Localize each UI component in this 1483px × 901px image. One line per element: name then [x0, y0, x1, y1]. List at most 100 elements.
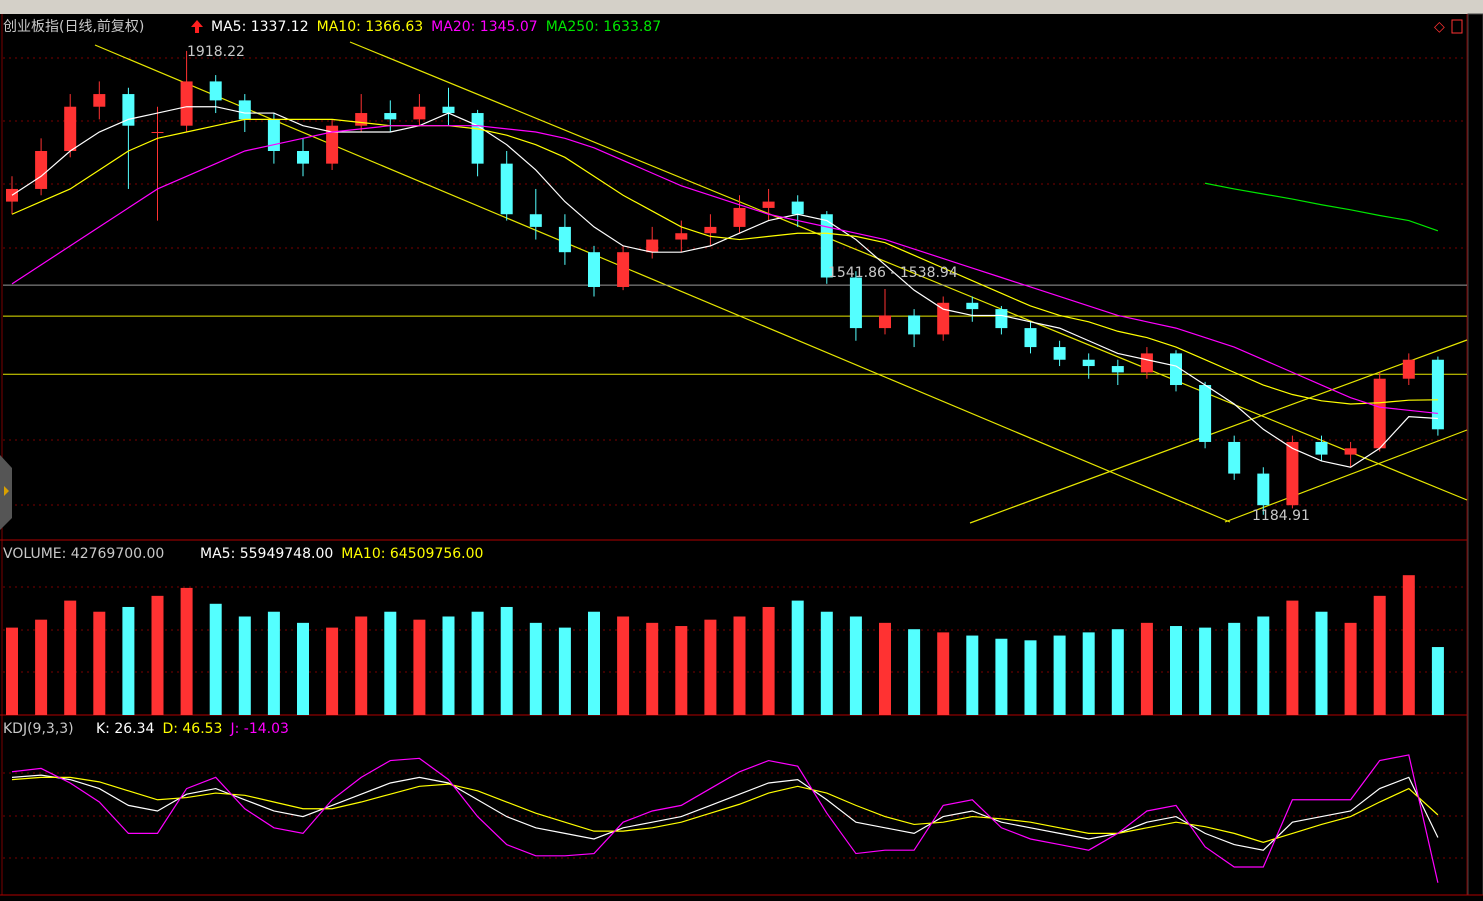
volume-bar: [238, 616, 251, 715]
legend-entry: MA10: 1366.63: [317, 19, 424, 35]
volume-bar: [1082, 632, 1095, 715]
volume-bar: [180, 587, 193, 715]
window-icon[interactable]: [1451, 19, 1463, 34]
candle-body: [1373, 378, 1386, 449]
indicator-line: [11, 118, 1438, 405]
legend-entry: K: 26.34: [96, 721, 155, 737]
volume-bar: [413, 619, 426, 715]
volume-bar: [529, 622, 542, 715]
candle-body: [704, 226, 717, 234]
candle-body: [500, 163, 513, 215]
candle-body: [122, 94, 135, 126]
candle-body: [1082, 359, 1095, 367]
candle-body: [966, 302, 979, 310]
volume-bar: [355, 616, 368, 715]
price-annotation: 1918.22: [187, 44, 245, 60]
candle-body: [471, 113, 484, 164]
volume-bar: [442, 616, 455, 715]
candle-body: [820, 214, 833, 278]
volume-bar: [1402, 575, 1415, 715]
volume-bar: [617, 616, 630, 715]
volume-bar: [1286, 600, 1299, 715]
legend-entry: J: -14.03: [229, 721, 288, 737]
candle-body: [646, 239, 659, 253]
candle-body: [558, 226, 571, 253]
legend-entry: MA10: 64509756.00: [341, 546, 483, 562]
volume-bar: [704, 619, 717, 715]
candle-body: [733, 207, 746, 227]
side-tab-arrow: [4, 486, 9, 496]
candle-body: [1431, 359, 1444, 430]
candle-body: [908, 315, 921, 335]
candle-body: [849, 277, 862, 329]
volume-bar: [1315, 611, 1328, 715]
indicator-line: [1204, 182, 1439, 232]
volume-bar: [1170, 626, 1182, 715]
volume-bar: [791, 600, 804, 715]
candle-body: [1286, 441, 1299, 506]
candle-body: [529, 214, 542, 227]
volume-bar: [209, 603, 222, 715]
price-annotation: 1184.91: [1252, 508, 1310, 524]
volume-title: VOLUME: 42769700.00: [3, 546, 164, 562]
candle-body: [937, 302, 950, 335]
trend-lines: [94, 41, 1468, 524]
volume-bar: [64, 600, 77, 715]
indicator-line: [11, 125, 1438, 415]
candle-body: [1344, 448, 1357, 455]
volume-bar: [267, 611, 280, 715]
volume-bar: [879, 622, 891, 715]
volume-bar: [1373, 595, 1386, 715]
legend-entry: MA250: 1633.87: [546, 19, 661, 35]
volume-bar: [35, 619, 48, 715]
candle-body: [995, 309, 1008, 329]
legend-entry: MA20: 1345.07: [431, 19, 538, 35]
volume-bar: [471, 611, 484, 715]
volume-bar: [762, 606, 775, 715]
right-scale: [1467, 13, 1483, 896]
legend-entry: D: 46.53: [162, 721, 222, 737]
indicator-line: [11, 776, 1439, 843]
volume-bar: [995, 638, 1008, 715]
candle-body: [1170, 353, 1182, 386]
volume-bar: [6, 627, 18, 715]
volume-bar: [966, 635, 979, 715]
candle-body: [1257, 473, 1270, 506]
candle-body: [355, 113, 368, 126]
volume-bar: [588, 611, 600, 715]
candle-body: [1140, 353, 1153, 373]
candle-body: [617, 252, 630, 287]
price-annotation: 1541.86 - 1538.94: [828, 265, 958, 281]
candle-body: [1053, 347, 1066, 360]
volume-bar: [937, 632, 950, 715]
candle-body: [93, 94, 106, 107]
grid: [3, 57, 1467, 859]
candle-body: [238, 100, 251, 120]
volume-bar: [1199, 627, 1212, 715]
candle-body: [413, 106, 426, 120]
volume-bar: [500, 606, 513, 715]
candle-body: [297, 150, 309, 164]
volume-bar: [646, 622, 659, 715]
up-arrow-icon: [191, 20, 203, 33]
candle-body: [442, 106, 455, 114]
candle-body: [180, 81, 193, 126]
candle-body: [675, 233, 688, 240]
candle-body: [791, 201, 804, 215]
volume-bar: [849, 616, 862, 715]
indicator-line: [11, 754, 1439, 883]
volume-bar: [297, 622, 309, 715]
volume-bar: [675, 626, 688, 715]
volume-bar: [1053, 635, 1066, 715]
volume-bar: [122, 606, 135, 715]
volume-bar: [93, 611, 106, 715]
volume-bar: [326, 627, 339, 715]
candle-body: [209, 81, 222, 101]
candle-body: [151, 132, 164, 134]
candle-body: [762, 201, 775, 208]
volume-bar: [1228, 622, 1241, 715]
volume-bar: [1111, 629, 1124, 715]
candle-body: [1402, 359, 1415, 379]
window-icon[interactable]: ◇: [1434, 19, 1445, 35]
